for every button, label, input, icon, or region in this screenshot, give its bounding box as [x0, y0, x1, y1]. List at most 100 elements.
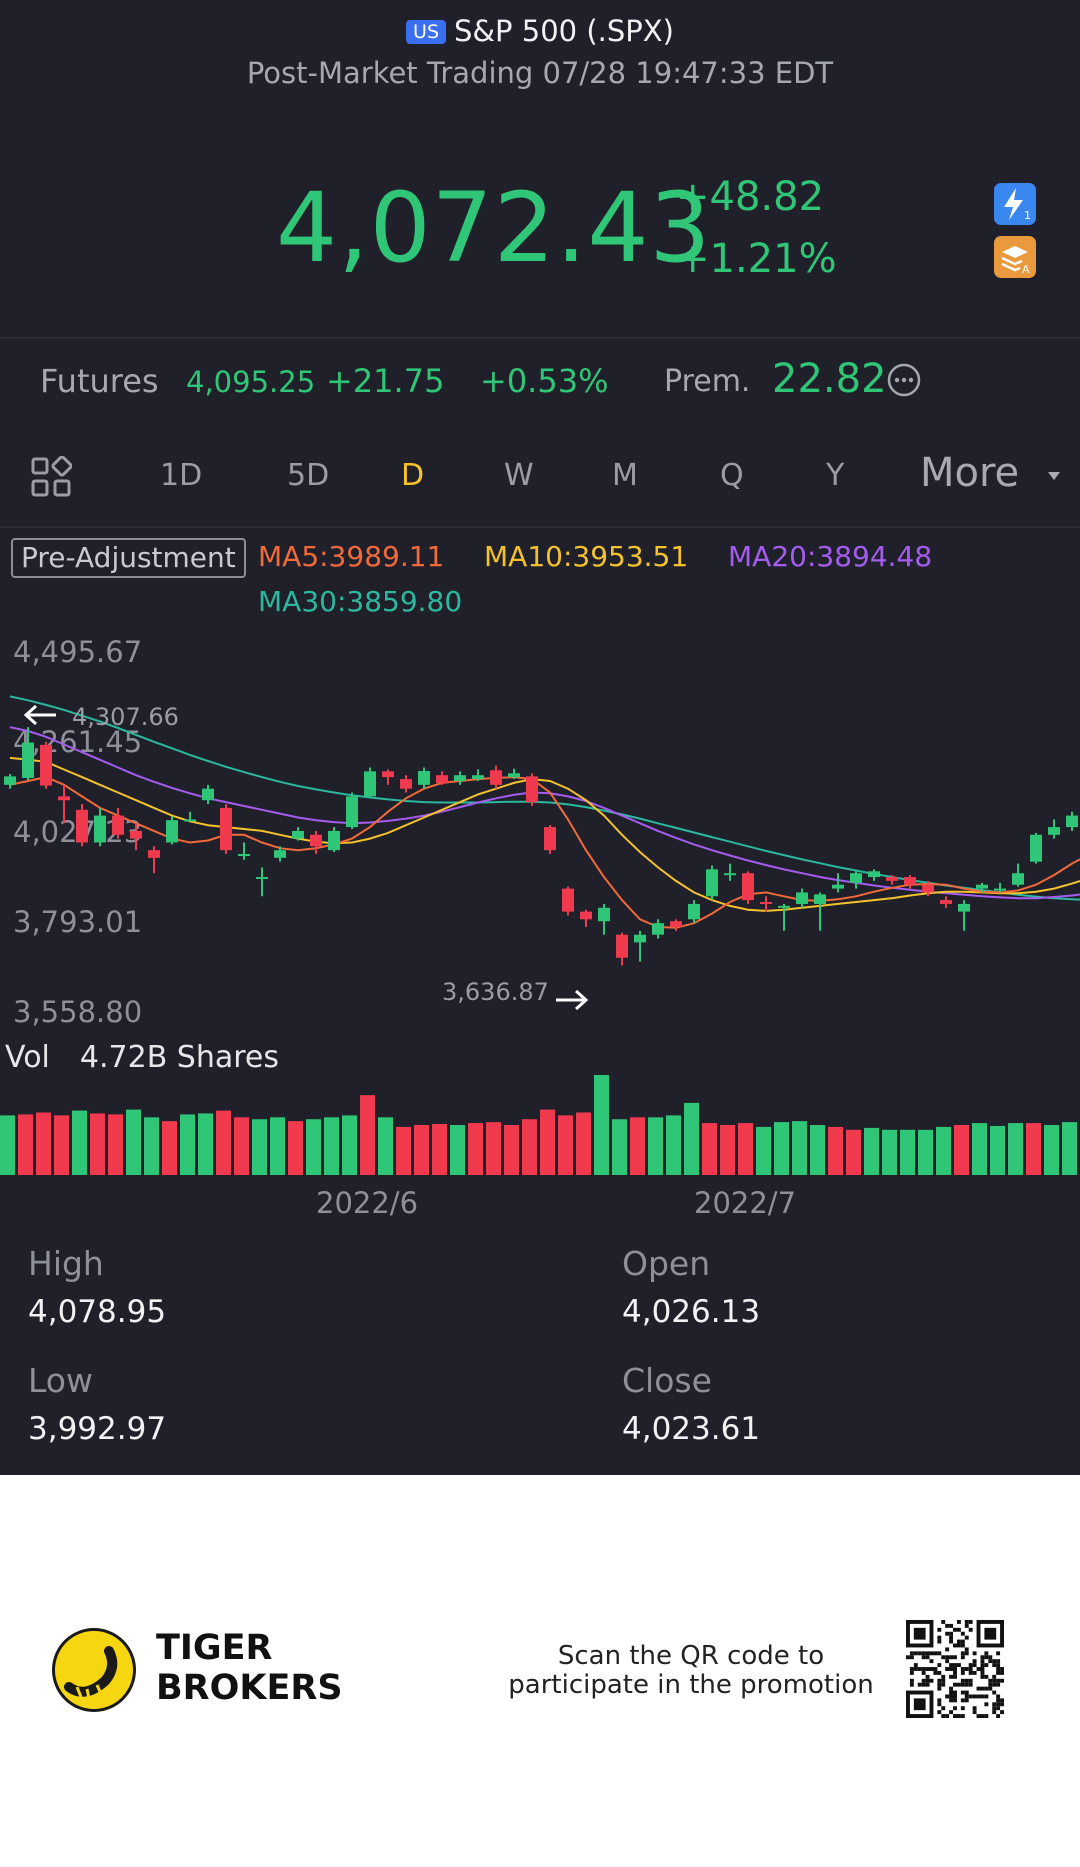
volume-bar	[216, 1110, 231, 1175]
volume-bar	[522, 1119, 537, 1175]
candle-body	[22, 742, 34, 778]
candle-body	[832, 884, 844, 889]
candle-body	[544, 827, 556, 851]
qr-module	[937, 1639, 942, 1644]
volume-bar	[342, 1115, 357, 1175]
qr-module	[992, 1674, 997, 1679]
stack-a-icon[interactable]: A	[994, 236, 1036, 278]
qr-module	[913, 1651, 918, 1656]
qr-module	[949, 1667, 954, 1671]
qr-module	[941, 1706, 946, 1711]
qr-module	[996, 1659, 1001, 1664]
qr-code-icon[interactable]	[906, 1620, 1004, 1718]
volume-bar	[486, 1122, 501, 1175]
qr-module	[956, 1682, 961, 1687]
volume-bar	[1008, 1123, 1023, 1175]
volume-bar	[360, 1095, 375, 1175]
qr-module	[909, 1667, 914, 1671]
volume-bar	[0, 1115, 15, 1175]
qr-module	[988, 1682, 993, 1687]
tab-more[interactable]: More	[920, 450, 1020, 496]
candle-body	[238, 853, 250, 856]
candle-body	[76, 809, 88, 843]
qr-module	[996, 1694, 1001, 1699]
ma5-legend: MA5:3989.11	[258, 540, 445, 573]
qr-module	[953, 1706, 957, 1711]
chevron-down-icon[interactable]	[1048, 472, 1060, 480]
tab-w[interactable]: W	[504, 458, 534, 493]
tab-5d[interactable]: 5D	[287, 458, 330, 493]
svg-text:1: 1	[1024, 209, 1031, 222]
qr-module	[1000, 1678, 1004, 1683]
candle-body	[652, 923, 664, 935]
ma20-line	[9, 726, 1080, 900]
promo-text: Scan the QR code to participate in the p…	[508, 1642, 874, 1700]
qr-module	[909, 1678, 914, 1683]
qr-module	[909, 1651, 914, 1656]
qr-module	[984, 1686, 989, 1691]
qr-module	[972, 1651, 977, 1656]
volume-bar	[918, 1129, 933, 1175]
qr-module	[960, 1631, 965, 1636]
volume-bar	[576, 1112, 591, 1175]
candle-body	[886, 877, 898, 881]
candlestick-chart[interactable]: 4,495.674,261.454,027.233,793.013,558.80…	[0, 620, 1080, 1190]
candle-body	[688, 903, 700, 920]
qr-module	[960, 1706, 965, 1711]
qr-module	[988, 1659, 993, 1664]
volume-bar	[774, 1122, 789, 1175]
candle-body	[292, 830, 304, 839]
qr-module	[996, 1702, 1001, 1707]
arrow-right-icon	[556, 989, 589, 1011]
qr-module	[976, 1714, 981, 1718]
candle-body	[472, 775, 484, 780]
candle-body	[850, 873, 862, 883]
qr-module	[933, 1670, 938, 1675]
qr-module	[949, 1655, 954, 1660]
open-label: Open	[622, 1244, 711, 1283]
qr-module	[921, 1670, 926, 1675]
qr-module	[984, 1674, 989, 1679]
candle-body	[778, 905, 790, 908]
qr-module	[956, 1620, 961, 1624]
qr-module	[929, 1667, 934, 1671]
qr-module	[925, 1651, 930, 1656]
qr-module	[909, 1655, 914, 1660]
qr-module	[937, 1702, 942, 1707]
pre-adjustment-toggle[interactable]: Pre-Adjustment	[11, 538, 246, 578]
futures-row[interactable]: Futures 4,095.25 +21.75 +0.53% Prem. 22.…	[40, 356, 1080, 406]
qr-module	[949, 1690, 954, 1695]
more-options-icon[interactable]	[886, 362, 922, 406]
layout-grid-icon[interactable]	[30, 455, 73, 498]
lightning-level1-icon[interactable]: 1	[994, 183, 1036, 225]
tab-d[interactable]: D	[401, 458, 425, 493]
qr-module	[953, 1698, 957, 1703]
qr-module	[956, 1639, 961, 1644]
tiger-logo-icon	[52, 1628, 136, 1712]
volume-bar	[324, 1117, 339, 1175]
qr-module	[953, 1667, 957, 1671]
tab-m[interactable]: M	[612, 458, 638, 493]
tab-1d[interactable]: 1D	[160, 458, 203, 493]
qr-module	[925, 1682, 930, 1687]
qr-module	[1000, 1710, 1004, 1715]
qr-module	[960, 1678, 965, 1683]
y-tick-label: 3,558.80	[13, 995, 142, 1029]
volume-bar	[162, 1121, 177, 1175]
stock-name: S&P 500 (.SPX)	[454, 14, 674, 48]
qr-module	[964, 1682, 969, 1687]
qr-module	[953, 1714, 957, 1718]
qr-module	[984, 1655, 989, 1660]
qr-module	[988, 1655, 993, 1660]
tab-y[interactable]: Y	[826, 458, 845, 493]
ma10-line	[9, 756, 1080, 912]
qr-module	[949, 1694, 954, 1699]
close-value: 4,023.61	[622, 1411, 761, 1447]
qr-module	[972, 1706, 977, 1711]
qr-module	[956, 1627, 961, 1632]
futures-label: Futures	[40, 362, 159, 400]
candle-body	[508, 773, 520, 778]
qr-module	[937, 1678, 942, 1683]
tab-q[interactable]: Q	[720, 458, 744, 493]
candle-body	[1048, 827, 1060, 835]
